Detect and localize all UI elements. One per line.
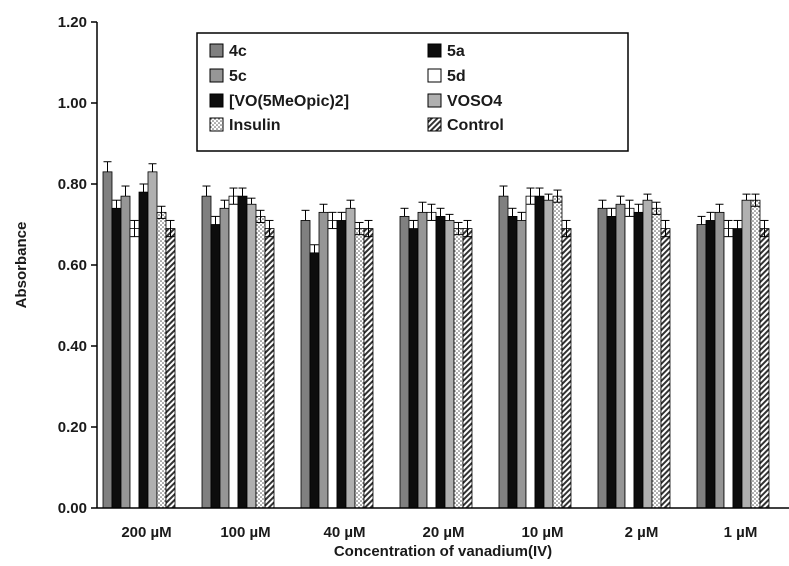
legend-label: 5c [229,68,247,85]
bar [516,220,527,509]
legend-label: Insulin [229,117,281,134]
legend-swatch [427,93,442,108]
bars [102,161,770,509]
bar [309,252,320,509]
bar [633,211,644,509]
bar [705,220,716,509]
bar [318,211,329,509]
bar [138,191,149,509]
bar [228,195,239,509]
bar [624,207,635,509]
bar [246,203,257,509]
legend-label: 4c [229,43,247,60]
y-tick-label: 1.00 [58,95,87,112]
bar [714,211,725,509]
bar [606,215,617,509]
x-tick-label: 10 µM [522,524,564,541]
bar [651,207,662,509]
bar [336,220,347,509]
bar [417,211,428,509]
legend-swatch [427,117,442,132]
bar [642,199,653,509]
bar [354,228,365,509]
bar [210,224,221,509]
bar [300,220,311,509]
x-tick-label: 2 µM [625,524,659,541]
bar [543,199,554,509]
x-tick-label: 200 µM [121,524,171,541]
y-tick-label: 0.60 [58,257,87,274]
bar [147,171,158,509]
x-axis: 200 µM 100 µM 40 µM 20 µM 10 µM 2 µM 1 µM [121,524,757,541]
legend-box [196,32,629,152]
bar [552,195,563,509]
bar [525,195,536,509]
bar [615,203,626,509]
bar [534,195,545,509]
x-tick-label: 40 µM [324,524,366,541]
y-tick-label: 0.20 [58,419,87,436]
legend-swatch [209,43,224,58]
bar [597,207,608,509]
bar [201,195,212,509]
legend-label: [VO(5MeOpic)2] [229,93,349,110]
legend-swatch [209,68,224,83]
legend-label: VOSO4 [447,93,502,110]
bar [498,195,509,509]
bar [363,228,374,509]
legend-label: Control [447,117,504,134]
bar [723,228,734,509]
bar [696,224,707,509]
y-axis-title: Absorbance [13,222,30,309]
legend-swatch [209,93,224,108]
bar [660,228,671,509]
bar [453,228,464,509]
y-tick-label: 0.40 [58,338,87,355]
x-axis-title: Concentration of vanadium(IV) [334,543,552,560]
bar [111,207,122,509]
bar [219,207,230,509]
bar [120,195,131,509]
bar [561,228,572,509]
y-tick-label: 0.00 [58,500,87,517]
bar [165,228,176,509]
y-axis: 0.00 0.20 0.40 0.60 0.80 1.00 1.20 [58,14,97,517]
x-tick-label: 20 µM [423,524,465,541]
bar [732,228,743,509]
bar [237,195,248,509]
y-tick-label: 1.20 [58,14,87,31]
legend: 4c 5a 5c 5d [VO(5MeOpic)2] VOSO4 Insulin Contro… [196,32,629,152]
x-tick-label: 100 µM [220,524,270,541]
x-tick-label: 1 µM [724,524,758,541]
bar [408,228,419,509]
bar [462,228,473,509]
bar [264,228,275,509]
legend-label: 5a [447,43,465,60]
legend-label: 5d [447,68,466,85]
bar [444,220,455,509]
bar [129,228,140,509]
bar [426,211,437,509]
bar [759,228,770,509]
bar [435,215,446,509]
bar [156,211,167,509]
bar [327,220,338,509]
bar [345,207,356,509]
legend-swatch [427,68,442,83]
bar [507,215,518,509]
y-tick-label: 0.80 [58,176,87,193]
bar [399,215,410,509]
legend-swatch [427,43,442,58]
bar [255,215,266,509]
bar [102,171,113,509]
legend-swatch [209,117,224,132]
bar [750,199,761,509]
bar [741,199,752,509]
